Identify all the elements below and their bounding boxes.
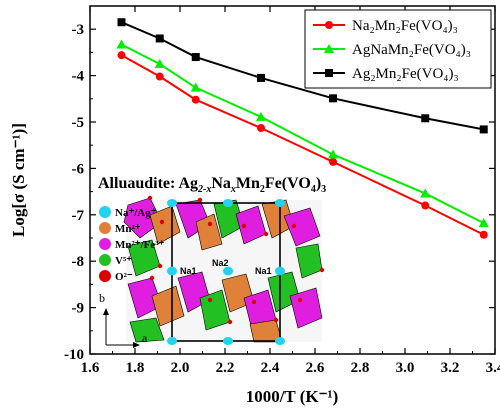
data-point xyxy=(479,125,488,134)
y-axis-title: Log[σ (S cm⁻¹)] xyxy=(9,123,28,237)
y-tick-label: -10 xyxy=(64,347,84,363)
data-point xyxy=(256,111,266,121)
data-point xyxy=(155,72,164,81)
series-1 xyxy=(117,51,488,239)
y-tick-label: -9 xyxy=(72,301,85,317)
data-point xyxy=(257,124,265,133)
x-tick-label: 2.2 xyxy=(216,360,235,376)
data-point xyxy=(116,39,127,49)
key-label-v: V⁵⁺ xyxy=(115,255,132,267)
data-point xyxy=(155,34,164,43)
site-label-na2: Na2 xyxy=(212,258,229,268)
data-point xyxy=(329,94,337,103)
series-2 xyxy=(116,39,489,228)
key-marker-v xyxy=(99,254,111,266)
crystal-structure-inset: Alluaudite: Ag2-xNaxMn2Fe(VO4)3 xyxy=(98,175,326,348)
data-point xyxy=(420,188,431,198)
y-tick-label: -6 xyxy=(72,161,85,177)
data-point xyxy=(478,218,489,228)
legend-label: Ag₂Mn₂Fe(VO₄)₃ xyxy=(352,66,459,82)
y-tick-label: -7 xyxy=(72,208,85,224)
series-layer xyxy=(116,18,489,239)
data-point xyxy=(421,114,430,123)
y-tick-label: -4 xyxy=(72,69,85,85)
data-point xyxy=(329,157,337,166)
key-label-o: O²⁻ xyxy=(115,271,133,283)
x-tick-label: 2.0 xyxy=(171,360,190,376)
data-point xyxy=(154,59,165,68)
y-tick-label: -5 xyxy=(72,115,85,131)
data-point xyxy=(117,18,126,27)
key-marker-mn-fe xyxy=(99,238,111,250)
x-axis-title: 1000/T (K⁻¹) xyxy=(246,387,339,406)
data-point xyxy=(191,53,200,62)
orientation-axes: b a xyxy=(99,291,148,348)
axis-ticks xyxy=(89,6,496,355)
key-marker-o xyxy=(99,270,111,282)
data-point xyxy=(191,95,200,104)
x-tick-label: 2.4 xyxy=(261,360,280,376)
data-point xyxy=(190,82,201,92)
x-tick-label: 3.0 xyxy=(396,360,415,376)
site-label-na1-left: Na1 xyxy=(180,266,197,276)
x-tick-label: 2.6 xyxy=(306,360,325,376)
key-label-na-ag: Na⁺/Ag⁺ xyxy=(115,207,157,219)
key-label-mn-fe: Mn²⁺/Fe³⁺ xyxy=(115,239,165,251)
tick-labels: 1.6 1.8 2.0 2.2 2.4 2.6 2.8 3.0 3.2 3.4 -3 -4 -5 -6 -7… xyxy=(64,22,500,376)
inset-key: Na⁺/Ag⁺ Mn²⁺ Mn²⁺/Fe³⁺ V⁵⁺ O²⁻ xyxy=(99,206,165,283)
site-label-na1-right: Na1 xyxy=(255,266,272,276)
legend: Na₂Mn₂Fe(VO₄)₃ AgNaMn₂Fe(VO₄)₃ Ag₂Mn₂Fe(VO… xyxy=(304,9,492,89)
x-tick-label: 1.6 xyxy=(81,360,100,376)
data-point xyxy=(479,230,488,239)
x-tick-label: 1.8 xyxy=(126,360,145,376)
data-point xyxy=(257,73,265,82)
legend-marker xyxy=(324,44,334,53)
structure-artwork: Na1 Na2 Na1 xyxy=(123,195,325,345)
key-marker-na-ag xyxy=(99,206,111,218)
series-3 xyxy=(117,18,488,134)
axis-a-label: a xyxy=(142,331,148,345)
legend-marker xyxy=(325,69,333,77)
x-tick-label: 3.4 xyxy=(486,360,500,376)
data-point xyxy=(328,149,338,159)
x-tick-label: 2.8 xyxy=(351,360,370,376)
data-point xyxy=(421,201,430,210)
y-tick-label: -8 xyxy=(72,254,85,270)
legend-marker xyxy=(325,21,333,29)
data-point xyxy=(117,51,126,60)
x-tick-label: 3.2 xyxy=(441,360,460,376)
legend-label: AgNaMn₂Fe(VO₄)₃ xyxy=(352,42,471,58)
legend-label: Na₂Mn₂Fe(VO₄)₃ xyxy=(352,18,458,34)
key-label-mn: Mn²⁺ xyxy=(115,223,141,235)
axis-b-label: b xyxy=(99,291,105,305)
inset-title: Alluaudite: Ag2-xNaxMn2Fe(VO4)3 xyxy=(98,175,326,195)
y-tick-label: -3 xyxy=(72,22,85,38)
key-marker-mn xyxy=(99,222,111,234)
